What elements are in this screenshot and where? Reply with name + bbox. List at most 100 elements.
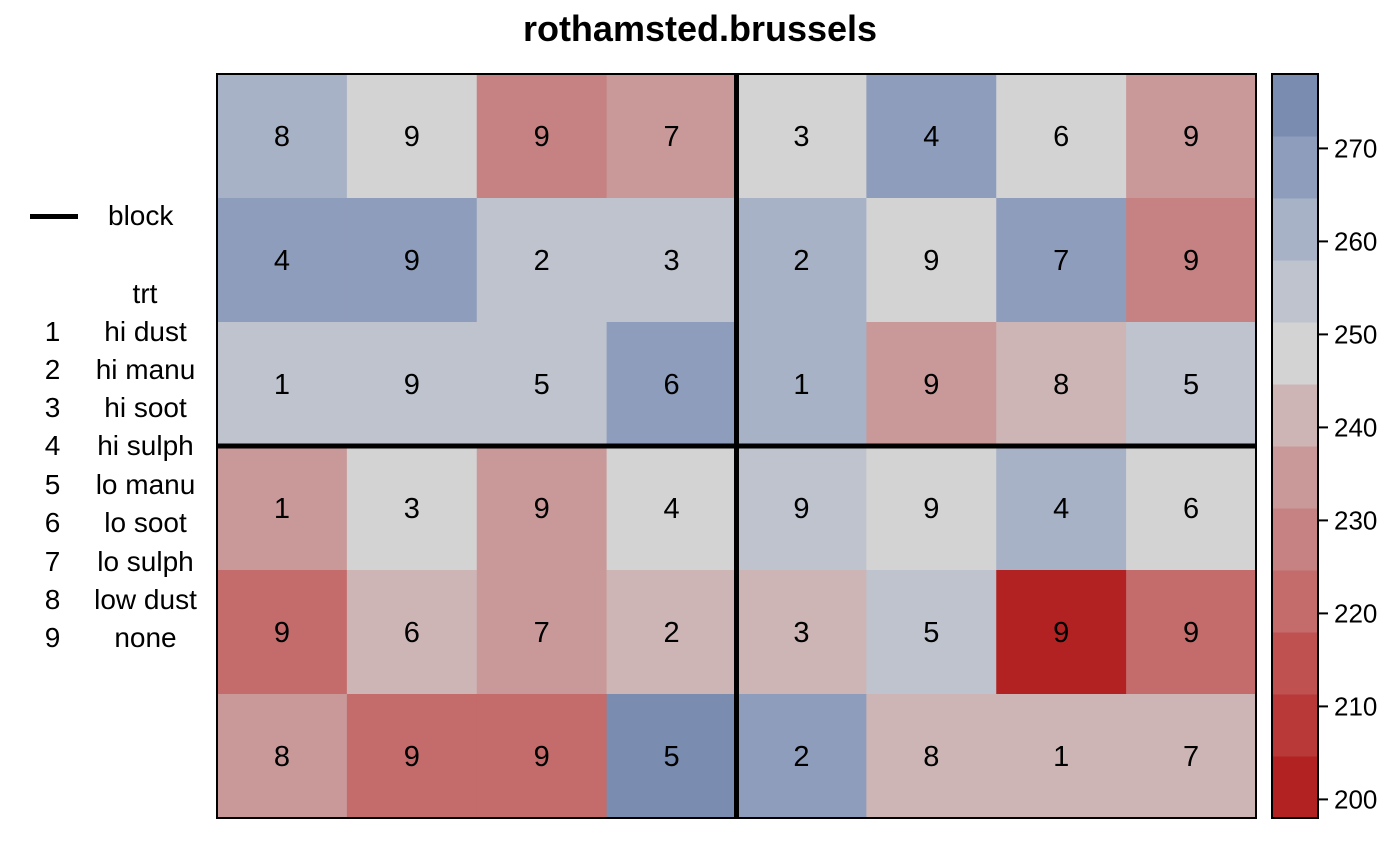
colorbar-tick-label: 240 (1334, 412, 1377, 442)
cell-label: 9 (1183, 121, 1199, 153)
colorbar-segment (1272, 198, 1318, 261)
heatmap-cell (866, 446, 997, 571)
legend-label: low dust (94, 584, 197, 615)
heatmap-cell (346, 694, 478, 819)
heatmap-cell (866, 322, 997, 447)
legend-label: hi soot (104, 392, 187, 423)
cell-label: 9 (923, 245, 939, 277)
legend-label: hi sulph (97, 430, 194, 461)
cell-label: 6 (404, 617, 420, 649)
cell-label: 5 (1183, 369, 1199, 401)
colorbar-tick-label: 220 (1334, 598, 1377, 628)
legend-label: lo soot (104, 507, 187, 538)
colorbar-tick-label: 230 (1334, 505, 1377, 535)
heatmap-cell (217, 570, 348, 695)
cell-label: 4 (274, 245, 290, 277)
heatmap-cell (476, 570, 608, 695)
heatmap-cell (476, 446, 608, 571)
cell-label: 9 (404, 741, 420, 773)
colorbar-segment (1272, 570, 1318, 633)
legend-label: none (114, 622, 177, 653)
heatmap-cell (346, 198, 478, 323)
heatmap-cell (217, 322, 348, 447)
colorbar-tick-label: 270 (1334, 133, 1377, 163)
cell-label: 9 (923, 369, 939, 401)
colorbar-segment (1272, 260, 1318, 323)
legend-row: 7 lo sulph (0, 546, 215, 584)
cell-label: 2 (663, 617, 679, 649)
colorbar-segment (1272, 136, 1318, 199)
cell-label: 6 (1053, 121, 1069, 153)
heatmap-cell (866, 570, 997, 695)
colorbar-segment (1272, 508, 1318, 571)
heatmap-cell (346, 322, 478, 447)
heatmap-cell (606, 694, 737, 819)
legend-code: 5 (44, 469, 61, 500)
cell-label: 9 (404, 245, 420, 277)
cell-label: 3 (793, 617, 809, 649)
heatmap-cell (606, 322, 737, 447)
colorbar-segment (1272, 446, 1318, 509)
legend-code: 7 (44, 546, 61, 577)
legend-code: 1 (44, 316, 61, 347)
cell-label: 8 (1053, 369, 1069, 401)
cell-label: 5 (923, 617, 939, 649)
heatmap-cell (736, 446, 867, 571)
legend-code: 8 (44, 584, 61, 615)
legend-row: 5 lo manu (0, 469, 215, 507)
heatmap-cell (346, 74, 478, 199)
heatmap-cell (476, 74, 608, 199)
heatmap-cell (1126, 570, 1257, 695)
heatmap-cell (866, 694, 997, 819)
heatmap-cell (1126, 74, 1257, 199)
cell-label: 7 (1183, 741, 1199, 773)
treatment-legend: block trt 1 hi dust 2 hi manu 3 hi soot … (0, 0, 215, 866)
heatmap-cell (736, 322, 867, 447)
cell-label: 2 (793, 245, 809, 277)
colorbar-tick-label: 250 (1334, 319, 1377, 349)
heatmap-cell (1126, 322, 1257, 447)
legend-code: 3 (44, 392, 61, 423)
heatmap-cell (476, 694, 608, 819)
legend-row: 3 hi soot (0, 392, 215, 430)
cell-label: 1 (793, 369, 809, 401)
cell-label: 7 (663, 121, 679, 153)
heatmap-cell (476, 322, 608, 447)
cell-label: 8 (923, 741, 939, 773)
cell-label: 5 (534, 369, 550, 401)
heatmap-cell (996, 322, 1127, 447)
cell-label: 9 (404, 369, 420, 401)
cell-label: 9 (1053, 617, 1069, 649)
heatmap-cell (866, 198, 997, 323)
legend-label: lo manu (95, 469, 196, 500)
colorbar-segment (1272, 756, 1318, 819)
cell-label: 6 (1183, 493, 1199, 525)
cell-label: 9 (1183, 245, 1199, 277)
colorbar-tick-label: 200 (1334, 784, 1377, 814)
cell-label: 8 (274, 741, 290, 773)
heatmap-cell (736, 694, 867, 819)
cell-label: 9 (534, 741, 550, 773)
heatmap-cell (217, 446, 348, 571)
heatmap-cell (736, 570, 867, 695)
legend-label: hi dust (104, 316, 187, 347)
cell-label: 9 (1183, 617, 1199, 649)
cell-label: 1 (274, 369, 290, 401)
heatmap-cell (346, 570, 478, 695)
cell-label: 7 (534, 617, 550, 649)
legend-row: 9 none (0, 622, 215, 660)
cell-label: 3 (793, 121, 809, 153)
colorbar-segment (1272, 384, 1318, 447)
chart-title: rothamsted.brussels (522, 8, 878, 49)
heatmap-cell (1126, 694, 1257, 819)
cell-label: 9 (534, 121, 550, 153)
heatmap-cell (217, 694, 348, 819)
heatmap-cell (606, 570, 737, 695)
heatmap-cell (217, 198, 348, 323)
heatmap-cell (996, 198, 1127, 323)
legend-block-label: block (108, 200, 174, 231)
heatmap-cell (996, 446, 1127, 571)
cell-label: 5 (663, 741, 679, 773)
heatmap-cell (866, 74, 997, 199)
